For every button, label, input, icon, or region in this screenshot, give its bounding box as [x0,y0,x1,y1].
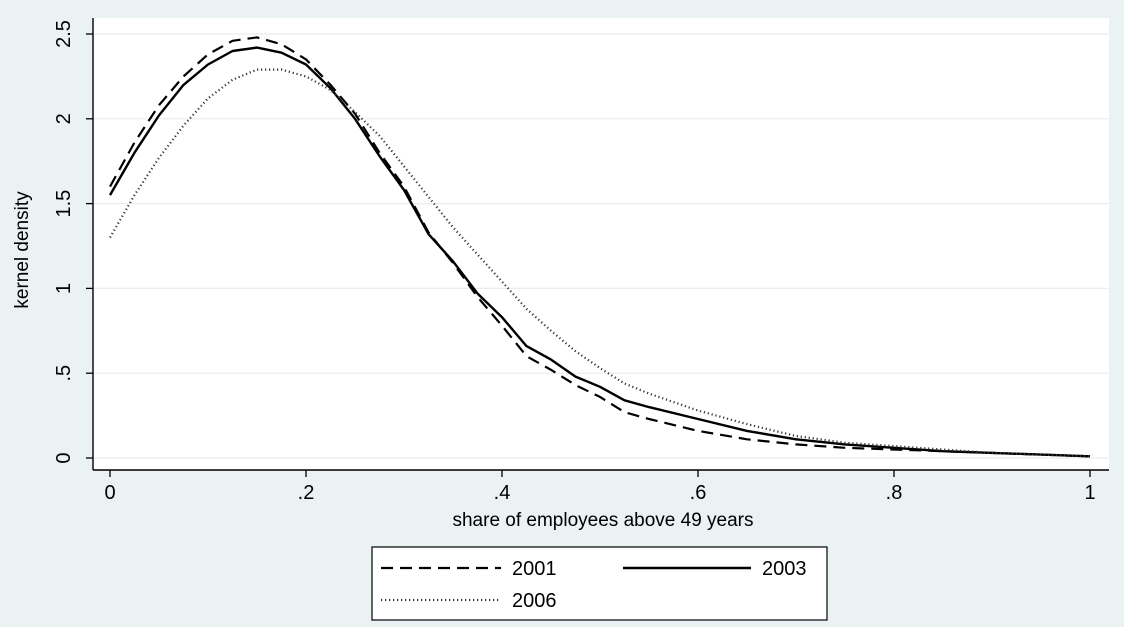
gridlines [93,33,1109,459]
y-tick-label-2: 1 [53,283,75,294]
legend-entry-2006: 2006 [381,590,557,612]
x-tick-label-4: .8 [886,482,903,504]
x-tick-label-3: .6 [690,482,707,504]
x-axis-label: share of employees above 49 years [452,510,753,531]
y-axis-label: kernel density [12,191,33,309]
legend-entry-2003: 2003 [623,558,807,580]
series-lines [108,36,1091,458]
plot-area [93,18,1109,470]
x-tick-label-0: 0 [104,482,115,504]
axes [92,18,1109,471]
y-tick-label-4: 2 [53,113,75,124]
y-ticks: 0 .5 1 1.5 2 2.5 [53,20,93,464]
series-line-2006 [109,68,1091,458]
legend-entry-2001: 2001 [381,558,557,580]
x-ticks: 0 .2 .4 .6 .8 1 [104,470,1096,504]
series-line-2001 [109,36,1091,458]
legend: 2001 2003 2006 [371,546,828,621]
y-tick-label-1: .5 [53,365,75,382]
x-tick-label-1: .2 [298,482,315,504]
legend-box [371,546,828,621]
legend-label-2001: 2001 [512,558,557,580]
x-tick-label-2: .4 [494,482,511,504]
x-tick-label-5: 1 [1084,482,1095,504]
legend-label-2003: 2003 [762,558,807,580]
y-tick-label-0: 0 [53,452,75,463]
y-tick-label-5: 2.5 [53,20,75,48]
y-tick-label-3: 1.5 [53,190,75,218]
legend-label-2006: 2006 [512,590,557,612]
series-line-2003 [108,46,1091,458]
